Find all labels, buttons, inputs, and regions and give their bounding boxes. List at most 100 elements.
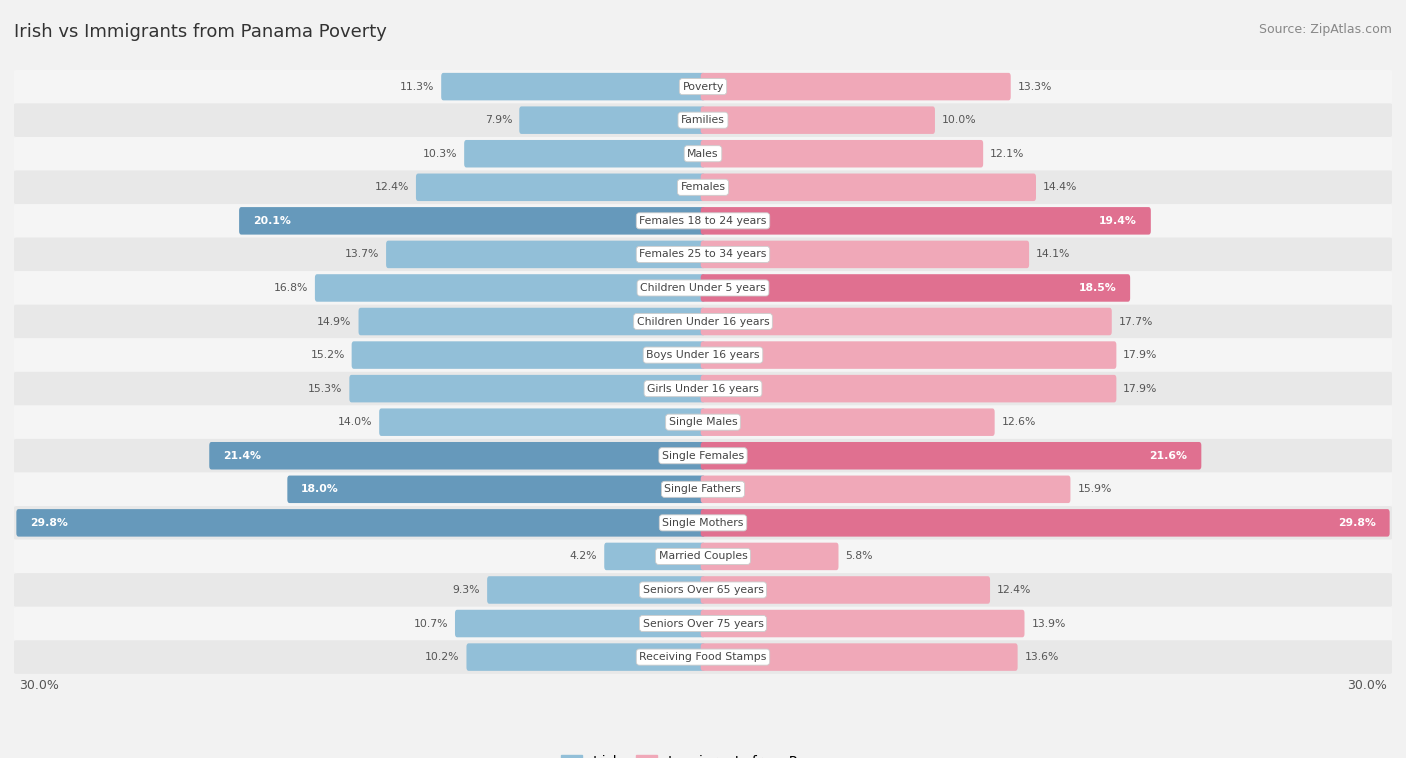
FancyBboxPatch shape bbox=[359, 308, 706, 335]
Text: 17.7%: 17.7% bbox=[1119, 317, 1153, 327]
FancyBboxPatch shape bbox=[315, 274, 706, 302]
Text: Single Mothers: Single Mothers bbox=[662, 518, 744, 528]
FancyBboxPatch shape bbox=[441, 73, 706, 100]
FancyBboxPatch shape bbox=[700, 73, 1011, 100]
Text: 13.3%: 13.3% bbox=[1018, 82, 1052, 92]
FancyBboxPatch shape bbox=[416, 174, 706, 201]
FancyBboxPatch shape bbox=[380, 409, 706, 436]
Text: Irish vs Immigrants from Panama Poverty: Irish vs Immigrants from Panama Poverty bbox=[14, 23, 387, 41]
FancyBboxPatch shape bbox=[700, 207, 1150, 235]
Text: 5.8%: 5.8% bbox=[845, 551, 873, 562]
FancyBboxPatch shape bbox=[209, 442, 706, 469]
Text: Seniors Over 75 years: Seniors Over 75 years bbox=[643, 619, 763, 628]
Text: 15.2%: 15.2% bbox=[311, 350, 344, 360]
Text: 17.9%: 17.9% bbox=[1123, 384, 1157, 393]
FancyBboxPatch shape bbox=[287, 475, 706, 503]
FancyBboxPatch shape bbox=[13, 439, 1393, 472]
Text: 10.2%: 10.2% bbox=[425, 652, 460, 662]
Text: 12.1%: 12.1% bbox=[990, 149, 1025, 158]
FancyBboxPatch shape bbox=[13, 540, 1393, 573]
Text: 13.6%: 13.6% bbox=[1025, 652, 1059, 662]
Text: Single Fathers: Single Fathers bbox=[665, 484, 741, 494]
FancyBboxPatch shape bbox=[605, 543, 706, 570]
Text: Males: Males bbox=[688, 149, 718, 158]
FancyBboxPatch shape bbox=[13, 204, 1393, 237]
FancyBboxPatch shape bbox=[13, 606, 1393, 641]
Text: 30.0%: 30.0% bbox=[18, 679, 59, 692]
FancyBboxPatch shape bbox=[13, 237, 1393, 271]
Text: Poverty: Poverty bbox=[682, 82, 724, 92]
FancyBboxPatch shape bbox=[239, 207, 706, 235]
Text: Children Under 5 years: Children Under 5 years bbox=[640, 283, 766, 293]
FancyBboxPatch shape bbox=[700, 509, 1389, 537]
FancyBboxPatch shape bbox=[13, 171, 1393, 204]
Text: 9.3%: 9.3% bbox=[453, 585, 481, 595]
Text: 12.4%: 12.4% bbox=[374, 182, 409, 193]
FancyBboxPatch shape bbox=[17, 509, 706, 537]
FancyBboxPatch shape bbox=[13, 338, 1393, 372]
Text: Females: Females bbox=[681, 182, 725, 193]
Text: Families: Families bbox=[681, 115, 725, 125]
FancyBboxPatch shape bbox=[700, 409, 994, 436]
FancyBboxPatch shape bbox=[349, 375, 706, 402]
Text: 20.1%: 20.1% bbox=[253, 216, 291, 226]
Text: 14.0%: 14.0% bbox=[337, 417, 373, 428]
Text: 7.9%: 7.9% bbox=[485, 115, 512, 125]
Text: Boys Under 16 years: Boys Under 16 years bbox=[647, 350, 759, 360]
Text: 15.3%: 15.3% bbox=[308, 384, 343, 393]
FancyBboxPatch shape bbox=[456, 609, 706, 637]
Text: Children Under 16 years: Children Under 16 years bbox=[637, 317, 769, 327]
FancyBboxPatch shape bbox=[700, 140, 983, 168]
FancyBboxPatch shape bbox=[700, 240, 1029, 268]
Text: 21.6%: 21.6% bbox=[1150, 451, 1188, 461]
Text: 29.8%: 29.8% bbox=[30, 518, 67, 528]
Text: 18.5%: 18.5% bbox=[1078, 283, 1116, 293]
Text: 21.4%: 21.4% bbox=[224, 451, 262, 461]
FancyBboxPatch shape bbox=[13, 506, 1393, 540]
FancyBboxPatch shape bbox=[467, 644, 706, 671]
FancyBboxPatch shape bbox=[486, 576, 706, 603]
Text: 30.0%: 30.0% bbox=[1347, 679, 1388, 692]
FancyBboxPatch shape bbox=[700, 475, 1070, 503]
FancyBboxPatch shape bbox=[700, 308, 1112, 335]
Text: 4.2%: 4.2% bbox=[569, 551, 598, 562]
Text: 12.6%: 12.6% bbox=[1001, 417, 1036, 428]
FancyBboxPatch shape bbox=[700, 106, 935, 134]
FancyBboxPatch shape bbox=[13, 372, 1393, 406]
FancyBboxPatch shape bbox=[352, 341, 706, 369]
FancyBboxPatch shape bbox=[13, 137, 1393, 171]
Text: 14.4%: 14.4% bbox=[1043, 182, 1077, 193]
Text: Married Couples: Married Couples bbox=[658, 551, 748, 562]
FancyBboxPatch shape bbox=[700, 609, 1025, 637]
FancyBboxPatch shape bbox=[700, 274, 1130, 302]
Text: 10.3%: 10.3% bbox=[423, 149, 457, 158]
FancyBboxPatch shape bbox=[13, 103, 1393, 137]
Text: Single Males: Single Males bbox=[669, 417, 737, 428]
Text: 12.4%: 12.4% bbox=[997, 585, 1032, 595]
FancyBboxPatch shape bbox=[700, 341, 1116, 369]
Text: Females 18 to 24 years: Females 18 to 24 years bbox=[640, 216, 766, 226]
Text: 14.1%: 14.1% bbox=[1036, 249, 1070, 259]
Text: 15.9%: 15.9% bbox=[1077, 484, 1112, 494]
Text: 19.4%: 19.4% bbox=[1099, 216, 1137, 226]
Text: Girls Under 16 years: Girls Under 16 years bbox=[647, 384, 759, 393]
FancyBboxPatch shape bbox=[700, 375, 1116, 402]
FancyBboxPatch shape bbox=[700, 576, 990, 603]
FancyBboxPatch shape bbox=[13, 472, 1393, 506]
Text: 10.7%: 10.7% bbox=[413, 619, 449, 628]
FancyBboxPatch shape bbox=[519, 106, 706, 134]
FancyBboxPatch shape bbox=[13, 305, 1393, 338]
FancyBboxPatch shape bbox=[13, 641, 1393, 674]
Text: 18.0%: 18.0% bbox=[301, 484, 339, 494]
FancyBboxPatch shape bbox=[464, 140, 706, 168]
Text: 13.7%: 13.7% bbox=[344, 249, 380, 259]
Text: Seniors Over 65 years: Seniors Over 65 years bbox=[643, 585, 763, 595]
Text: 13.9%: 13.9% bbox=[1032, 619, 1066, 628]
Text: 14.9%: 14.9% bbox=[318, 317, 352, 327]
Text: Single Females: Single Females bbox=[662, 451, 744, 461]
Text: 17.9%: 17.9% bbox=[1123, 350, 1157, 360]
FancyBboxPatch shape bbox=[13, 70, 1393, 103]
Text: Females 25 to 34 years: Females 25 to 34 years bbox=[640, 249, 766, 259]
Text: 16.8%: 16.8% bbox=[274, 283, 308, 293]
Text: Source: ZipAtlas.com: Source: ZipAtlas.com bbox=[1258, 23, 1392, 36]
